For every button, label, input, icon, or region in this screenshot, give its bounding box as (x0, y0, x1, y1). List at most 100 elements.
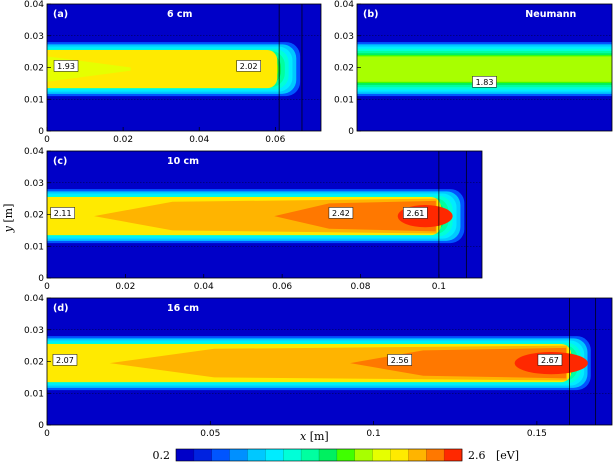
value-label-box (53, 60, 79, 72)
y-axis-label: y [m] (2, 204, 15, 234)
y-tick-label: 0.01 (24, 95, 44, 105)
x-tick-label: 0.06 (265, 135, 285, 145)
x-tick-label: 0.1 (366, 429, 380, 439)
colorbar-swatch (444, 449, 463, 461)
colorbar-swatch (390, 449, 409, 461)
colorbar-swatch (229, 449, 248, 461)
value-label-text: 1.93 (57, 62, 75, 71)
colorbar-swatch (426, 449, 445, 461)
x-tick-label: 0.05 (200, 429, 220, 439)
y-tick-label: 0 (38, 127, 44, 137)
panel-1: 0 0.01 0.02 0.03 0.04 0 0.02 0.04 0.06 (a) 6 cm 1.9… (24, 0, 322, 145)
y-tick-label: 0.03 (334, 32, 354, 42)
colorbar-swatch (301, 449, 320, 461)
heatmap-field (357, 4, 612, 131)
y-tick-label: 0 (38, 274, 44, 284)
value-label-text: 2.56 (391, 356, 409, 365)
panel-4: 0 0.01 0.02 0.03 0.04 0 0.05 0.1 0.15 (d) 16 cm 2.0… (24, 294, 613, 439)
panel-2: 0 0.01 0.02 0.03 0.04 (b) Neumann 1.83 (334, 0, 613, 137)
colorbar-max-label: 2.6 (468, 449, 486, 462)
value-label-text: 2.11 (54, 209, 72, 218)
panel-title: 6 cm (167, 9, 193, 20)
y-tick-label: 0.04 (334, 0, 354, 10)
colorbar: 0.2 2.6 [eV] (153, 448, 519, 462)
colorbar-swatch (372, 449, 391, 461)
y-tick-label: 0.01 (334, 95, 354, 105)
panel-tag: (c) (53, 156, 67, 167)
value-label: 2.61 (403, 207, 428, 219)
colorbar-swatch (319, 449, 338, 461)
value-label-text: 2.42 (332, 209, 350, 218)
y-tick-label: 0.02 (24, 64, 44, 74)
x-tick-label: 0.02 (115, 282, 135, 292)
value-label-box (328, 207, 354, 219)
x-tick-label: 0.1 (432, 282, 446, 292)
heatmap-field (47, 298, 612, 425)
colorbar-swatch (176, 449, 195, 461)
value-label-text: 2.67 (541, 356, 559, 365)
colorbar-swatch (336, 449, 356, 461)
y-tick-label: 0.02 (24, 358, 44, 368)
y-tick-label: 0.03 (24, 326, 44, 336)
panel-tag: (a) (53, 9, 68, 20)
colorbar-swatch (211, 449, 230, 461)
y-tick-label: 0.01 (24, 242, 44, 252)
value-label-box (236, 60, 261, 72)
y-tick-label: 0.03 (24, 32, 44, 42)
value-label-text: 2.02 (240, 62, 258, 71)
value-label-text: 2.07 (56, 356, 74, 365)
panel-3: 0 0.01 0.02 0.03 0.04 0 0.02 0.04 0.06 0.08 0.1 (c)… (24, 147, 483, 292)
x-tick-label: 0.15 (527, 429, 547, 439)
value-label-box (50, 207, 75, 219)
y-tick-label: 0.02 (334, 64, 354, 74)
y-tick-label: 0 (348, 127, 354, 137)
value-label-text: 2.61 (406, 209, 424, 218)
value-label: 1.83 (472, 76, 497, 88)
y-tick-label: 0.03 (24, 179, 44, 189)
colorbar-min-label: 0.2 (153, 449, 171, 462)
y-tick-label: 0.01 (24, 389, 44, 399)
colorbar-swatch (265, 449, 284, 461)
value-label-box (387, 354, 412, 366)
heatmap-core (47, 50, 278, 89)
value-label: 2.42 (328, 207, 354, 219)
x-tick-label: 0 (44, 135, 50, 145)
y-tick-label: 0.04 (24, 0, 44, 10)
value-label-box (52, 354, 78, 366)
panel-tag: (d) (53, 303, 68, 314)
y-tick-label: 0.04 (24, 147, 44, 157)
heatmap-high-region (274, 200, 436, 232)
x-tick-label: 0.08 (350, 282, 370, 292)
y-tick-label: 0.02 (24, 211, 44, 221)
x-tick-label: 0 (44, 429, 50, 439)
y-tick-label: 0.04 (24, 294, 44, 304)
heatmap-field (47, 4, 321, 131)
x-tick-label: 0 (44, 282, 50, 292)
value-label: 2.07 (52, 354, 78, 366)
panel-title: 16 cm (167, 303, 199, 314)
value-label: 2.56 (387, 354, 412, 366)
value-label: 2.11 (50, 207, 75, 219)
colorbar-swatch (354, 449, 373, 461)
value-label-box (472, 76, 497, 88)
colorbar-unit-label: [eV] (496, 449, 519, 462)
x-tick-label: 0.02 (113, 135, 133, 145)
heatmap-field (47, 151, 482, 278)
x-tick-label: 0.06 (272, 282, 292, 292)
panels-group: 00.010.020.030.040 0.02 0.04 0.06(a) 6 cm1.9… (24, 0, 613, 439)
value-label: 2.67 (537, 354, 563, 366)
x-tick-label: 0.04 (189, 135, 209, 145)
colorbar-swatch (247, 449, 266, 461)
panel-title: 10 cm (167, 156, 199, 167)
colorbar-swatch (283, 449, 302, 461)
value-label-box (537, 354, 563, 366)
x-tick-label: 0.04 (194, 282, 214, 292)
value-label-box (403, 207, 428, 219)
y-tick-label: 0 (38, 421, 44, 431)
colorbar-swatch (193, 449, 213, 461)
panel-title: Neumann (525, 9, 576, 20)
value-label-text: 1.83 (476, 78, 494, 87)
panel-tag: (b) (363, 9, 378, 20)
x-axis-label: x [m] (300, 430, 329, 443)
